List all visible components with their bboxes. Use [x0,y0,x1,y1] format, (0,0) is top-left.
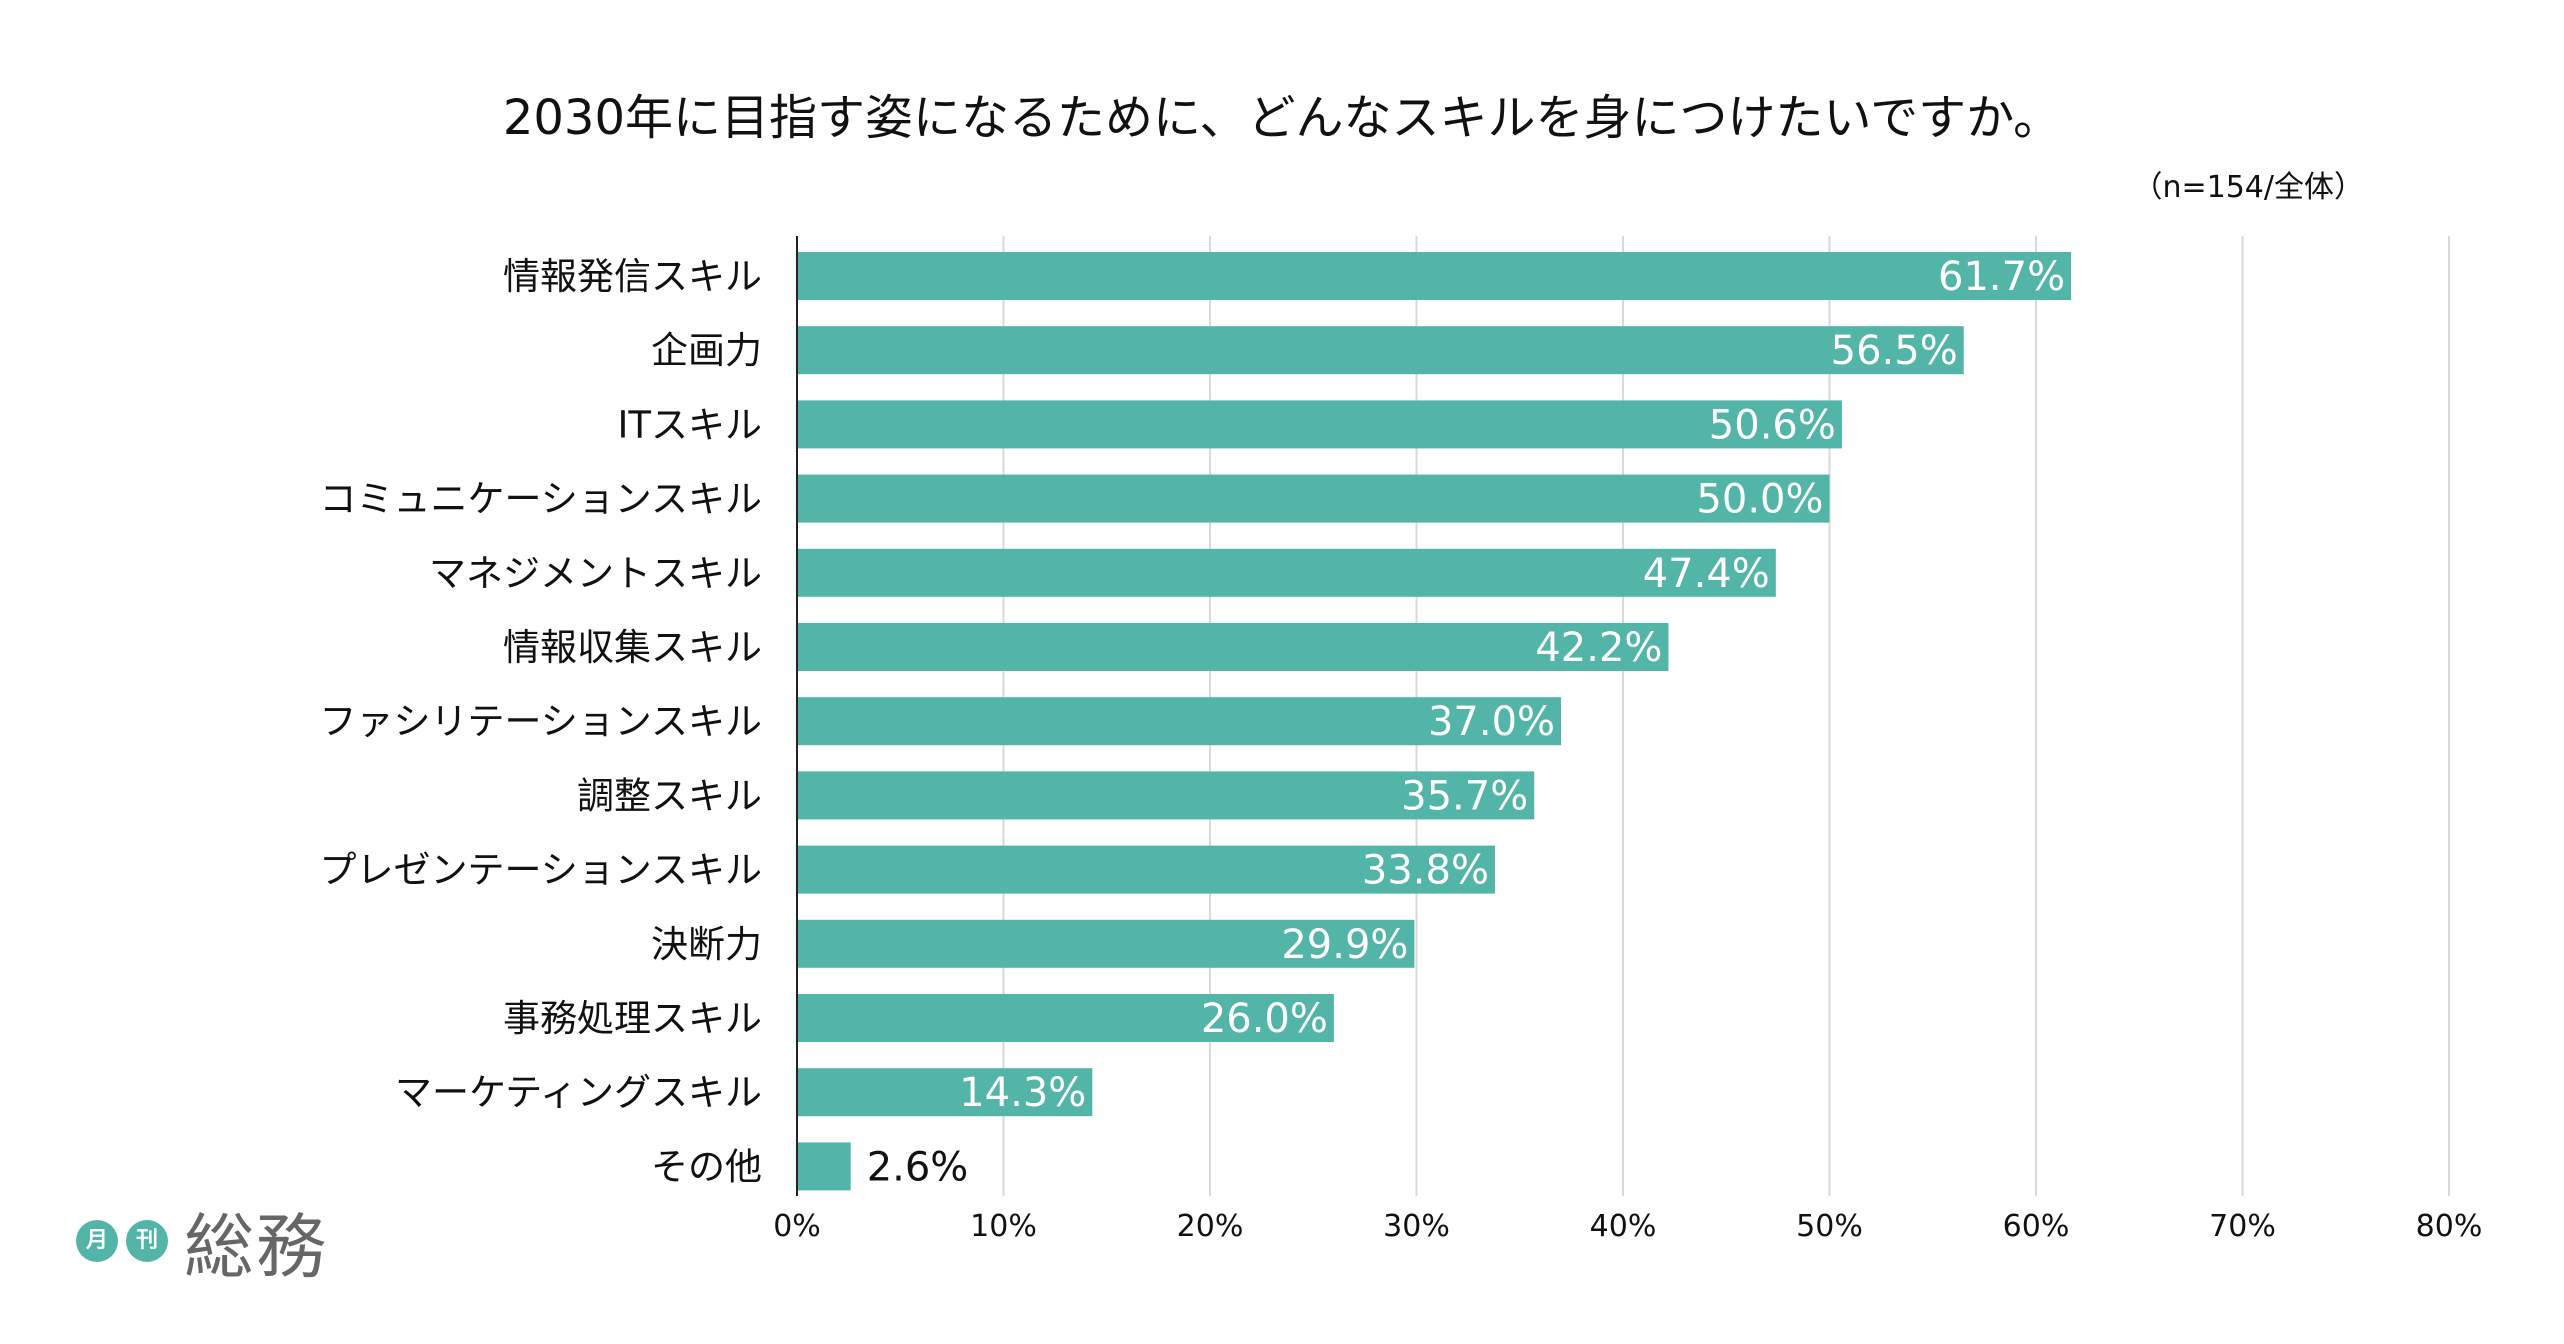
category-label: 決断力 [651,923,762,966]
category-label: 情報収集スキル [503,626,762,669]
logo-badge-kan: 刊 [126,1220,168,1262]
bar [797,845,1495,894]
bar [797,919,1415,968]
x-tick-labels: 0% 10% 20% 30% 40% 50% 60% 70% 80% [773,1209,2482,1244]
category-label: 調整スキル [577,774,762,817]
category-label: マーケティングスキル [395,1071,762,1114]
bar [797,1142,851,1191]
logo-name: 総務 [184,1205,328,1288]
x-tick-label: 20% [1177,1209,1244,1244]
data-label: 37.0% [1428,699,1555,745]
data-label: 50.6% [1709,402,1836,448]
category-label: プレゼンテーションスキル [319,849,762,892]
bar [797,697,1562,746]
data-label: 61.7% [1938,254,2065,300]
x-tick-label: 70% [2209,1209,2276,1244]
x-tick-label: 50% [1796,1209,1863,1244]
x-tick-label: 0% [773,1209,821,1244]
x-tick-label: 40% [1590,1209,1657,1244]
category-label: 事務処理スキル [503,997,762,1040]
bar [797,548,1776,597]
category-label: 情報発信スキル [503,255,762,298]
data-label: 33.8% [1362,848,1489,894]
bar [797,400,1842,449]
bar [797,994,1334,1042]
x-tick-label: 80% [2416,1209,2483,1244]
data-label: 2.6% [867,1144,969,1190]
chart-title: 2030年に目指す姿になるために、どんなスキルを身につけたいですか。 [502,90,2062,146]
data-label: 14.3% [959,1070,1086,1116]
bar [797,623,1669,671]
data-label: 35.7% [1401,773,1528,819]
bar [797,252,2072,300]
sample-size-note: （n=154/全体） [2132,170,2364,205]
bar [797,1068,1093,1117]
bar [797,474,1830,523]
logo-badge-tsuki: 月 [76,1220,118,1262]
category-label: ファシリテーションスキル [319,700,762,743]
x-tick-label: 60% [2003,1209,2070,1244]
category-label: マネジメントスキル [429,552,762,595]
data-label: 26.0% [1201,996,1328,1042]
data-label: 42.2% [1535,625,1662,671]
data-label: 29.9% [1281,922,1408,968]
category-label: ITスキル [617,403,762,446]
bar [797,771,1535,820]
x-tick-label: 30% [1383,1209,1450,1244]
data-label: 47.4% [1643,551,1770,597]
bars: 61.7% 56.5% 50.6% 50.0% 47.4% 42.2% 37.0% 35.7%… [797,252,2072,1191]
logo: 月 刊 総務 [76,1196,328,1288]
category-label: その他 [651,1145,762,1188]
bar [797,326,1964,375]
category-label: コミュニケーションスキル [319,478,762,521]
data-label: 50.0% [1696,477,1823,523]
x-tick-label: 10% [970,1209,1037,1244]
category-label: 企画力 [651,329,762,372]
data-label: 56.5% [1831,328,1958,374]
